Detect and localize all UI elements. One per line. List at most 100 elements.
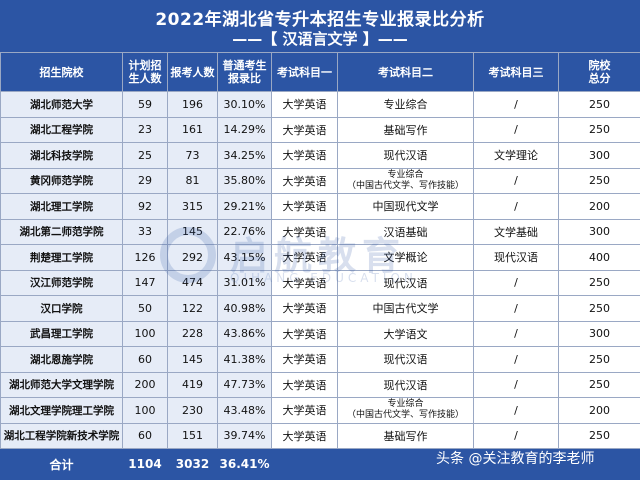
- table-cell: 250: [559, 92, 640, 118]
- table-cell: 292: [168, 245, 218, 271]
- table-cell: 250: [559, 270, 640, 296]
- school-name-cell: 湖北师范大学: [1, 92, 123, 118]
- table-cell: 29: [123, 168, 168, 194]
- table-cell: 大学英语: [272, 168, 338, 194]
- table-cell: /: [474, 423, 559, 449]
- table-cell: /: [474, 372, 559, 398]
- column-header: 考试科目一: [272, 53, 338, 92]
- school-name-cell: 湖北工程学院新技术学院: [1, 423, 123, 449]
- table-cell: /: [474, 296, 559, 322]
- table-cell: 161: [168, 117, 218, 143]
- table-cell: 文学概论: [338, 245, 474, 271]
- table-cell: 400: [559, 245, 640, 271]
- total-label: 合计: [1, 449, 123, 480]
- table-cell: 现代汉语: [338, 270, 474, 296]
- table-cell: 145: [168, 219, 218, 245]
- column-header: 招生院校: [1, 53, 123, 92]
- table-cell: 现代汉语: [338, 143, 474, 169]
- table-cell: 大学英语: [272, 194, 338, 220]
- table-cell: 39.74%: [218, 423, 272, 449]
- table-cell: 基础写作: [338, 423, 474, 449]
- table-cell: 230: [168, 398, 218, 424]
- table-cell: 大学英语: [272, 347, 338, 373]
- table-cell: 200: [559, 194, 640, 220]
- table-cell: 30.10%: [218, 92, 272, 118]
- table-cell: /: [474, 347, 559, 373]
- ratio-table: 招生院校计划招生人数报考人数普通考生报录比考试科目一考试科目二考试科目三院校总分…: [0, 52, 640, 480]
- table-cell: 大学英语: [272, 117, 338, 143]
- table-cell: 60: [123, 347, 168, 373]
- school-name-cell: 湖北师范大学文理学院: [1, 372, 123, 398]
- table-cell: /: [474, 321, 559, 347]
- table-cell: /: [474, 168, 559, 194]
- table-cell: 22.76%: [218, 219, 272, 245]
- table-cell: 40.98%: [218, 296, 272, 322]
- table-cell: 315: [168, 194, 218, 220]
- column-header: 院校总分: [559, 53, 640, 92]
- table-cell: 126: [123, 245, 168, 271]
- table-cell: 196: [168, 92, 218, 118]
- table-cell: 34.25%: [218, 143, 272, 169]
- table-cell: 31.01%: [218, 270, 272, 296]
- school-name-cell: 湖北第二师范学院: [1, 219, 123, 245]
- total-plan: 1104: [123, 449, 168, 480]
- page-subtitle: ——【 汉语言文学 】——: [0, 28, 640, 49]
- column-header: 考试科目二: [338, 53, 474, 92]
- table-cell: 43.48%: [218, 398, 272, 424]
- table-cell: 47.73%: [218, 372, 272, 398]
- table-cell: 基础写作: [338, 117, 474, 143]
- table-cell: 300: [559, 219, 640, 245]
- table-cell: 专业综合（中国古代文学、写作技能）: [338, 168, 474, 194]
- school-name-cell: 湖北恩施学院: [1, 347, 123, 373]
- table-cell: 中国现代文学: [338, 194, 474, 220]
- total-ratio: 36.41%: [218, 449, 272, 480]
- table-cell: 43.86%: [218, 321, 272, 347]
- table-cell: /: [474, 270, 559, 296]
- table-cell: 现代汉语: [338, 372, 474, 398]
- table-cell: 100: [123, 321, 168, 347]
- school-name-cell: 湖北文理学院理工学院: [1, 398, 123, 424]
- table-cell: 专业综合: [338, 92, 474, 118]
- school-name-cell: 湖北工程学院: [1, 117, 123, 143]
- table-cell: 33: [123, 219, 168, 245]
- table-cell: 122: [168, 296, 218, 322]
- table-cell: 大学英语: [272, 245, 338, 271]
- table-cell: 60: [123, 423, 168, 449]
- author-credit: 头条 @关注教育的李老师: [436, 448, 594, 468]
- table-cell: 14.29%: [218, 117, 272, 143]
- table-cell: 大学英语: [272, 372, 338, 398]
- table-cell: 81: [168, 168, 218, 194]
- table-cell: 现代汉语: [474, 245, 559, 271]
- column-header: 计划招生人数: [123, 53, 168, 92]
- table-cell: 43.15%: [218, 245, 272, 271]
- total-applicants: 3032: [168, 449, 218, 480]
- table-cell: 大学英语: [272, 398, 338, 424]
- table-cell: 145: [168, 347, 218, 373]
- table-cell: 151: [168, 423, 218, 449]
- table-cell: 250: [559, 168, 640, 194]
- school-name-cell: 武昌理工学院: [1, 321, 123, 347]
- school-name-cell: 湖北理工学院: [1, 194, 123, 220]
- table-cell: 300: [559, 321, 640, 347]
- table-cell: 41.38%: [218, 347, 272, 373]
- table-cell: 29.21%: [218, 194, 272, 220]
- table-cell: 474: [168, 270, 218, 296]
- table-cell: 419: [168, 372, 218, 398]
- header-banner: 2022年湖北省专升本招生专业报录比分析 ——【 汉语言文学 】——: [0, 0, 640, 52]
- table-cell: 200: [123, 372, 168, 398]
- table-cell: 大学语文: [338, 321, 474, 347]
- table-cell: 大学英语: [272, 270, 338, 296]
